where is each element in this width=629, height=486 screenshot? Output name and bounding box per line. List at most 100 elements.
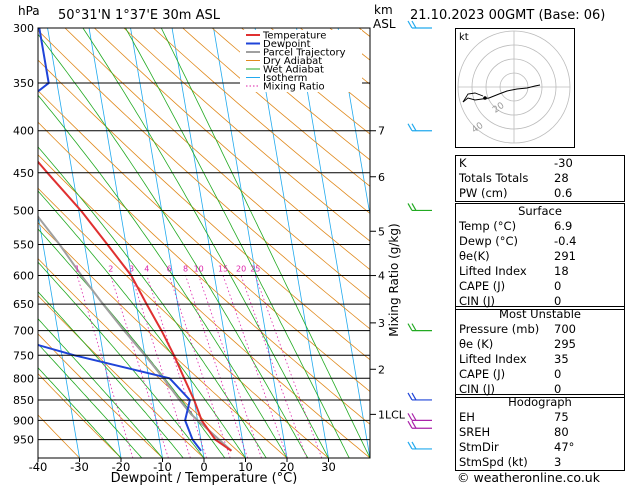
hodo-label: EH — [459, 410, 475, 424]
mixing-ratio-label: 8 — [183, 265, 188, 274]
surface-table: Surface Temp (°C) 6.9 Dewp (°C) -0.4 θe(K)… — [455, 203, 625, 310]
hodo-value: 75 — [554, 410, 569, 424]
hodo-label: StmDir — [459, 440, 499, 454]
mixing-ratio-line — [185, 275, 248, 458]
mu-label: Pressure (mb) — [459, 322, 540, 336]
mixing-ratio-line — [146, 275, 207, 458]
pressure-tick-label: 950 — [13, 434, 34, 447]
x-tick-label: -20 — [112, 460, 131, 474]
km-label: km — [374, 3, 393, 17]
wind-barb-flag — [411, 20, 417, 29]
hodograph: kt 20 40 — [455, 28, 575, 148]
pressure-tick-label: 300 — [13, 22, 34, 35]
dry-adiabat-line — [38, 187, 329, 458]
wet-adiabat-line — [38, 33, 309, 458]
x-tick-label: 10 — [238, 460, 253, 474]
wet-adiabat-line — [38, 343, 143, 458]
hodo-label: StmSpd (kt) — [459, 455, 528, 469]
most-unstable-title: Most Unstable — [499, 307, 581, 321]
surface-label: CIN (J) — [459, 294, 496, 308]
km-tick-label: 5 — [378, 225, 385, 238]
mixing-ratio-label: 10 — [194, 265, 204, 274]
hodograph-storm-marker — [483, 96, 487, 100]
dry-adiabat-line — [64, 28, 370, 300]
indices-table: K -30 Totals Totals 28 PW (cm) 0.6 — [455, 155, 625, 202]
surface-value: 0 — [554, 279, 562, 293]
mixing-ratio-label: 4 — [144, 265, 149, 274]
hodograph-kt-label: kt — [459, 32, 469, 43]
index-label: Totals Totals — [459, 171, 529, 185]
dry-adiabat-line — [38, 90, 370, 393]
pressure-tick-label: 800 — [13, 372, 34, 385]
asl-label: ASL — [373, 17, 396, 31]
isotherm-line — [296, 28, 370, 458]
mu-value: 0 — [554, 367, 562, 381]
legend-item-label: Dewpoint — [263, 39, 311, 50]
x-tick-label: 20 — [280, 460, 295, 474]
y-axis-label-right: Mixing Ratio (g/kg) — [387, 223, 401, 336]
mixing-ratio-line — [254, 275, 323, 458]
isotherm-line — [38, 212, 80, 458]
pressure-tick-label: 900 — [13, 414, 34, 427]
km-tick-label: 7 — [378, 125, 385, 138]
surface-label: CAPE (J) — [459, 279, 506, 293]
wind-barb-flag — [411, 203, 417, 211]
mu-value: 295 — [554, 337, 576, 351]
mixing-ratio-label: 2 — [108, 265, 113, 274]
x-tick-label: -30 — [70, 460, 89, 474]
legend-item-label: Isotherm — [263, 73, 307, 84]
mu-value: 35 — [554, 352, 569, 366]
wind-barb-flag — [407, 20, 413, 29]
legend-item-label: Parcel Trajectory — [263, 48, 346, 59]
hodo-value: 47° — [554, 440, 575, 454]
isotherm-line — [171, 28, 246, 458]
hodo-value: 3 — [554, 455, 562, 469]
most-unstable-table: Most Unstable Pressure (mb) 700 θe (K) 295… — [455, 306, 625, 398]
surface-title: Surface — [518, 204, 562, 218]
mu-label: Lifted Index — [459, 352, 527, 366]
surface-value: 6.9 — [554, 219, 573, 233]
index-value: 0.6 — [554, 186, 573, 200]
wet-adiabat-line — [125, 28, 350, 458]
hodo-value: 80 — [554, 425, 569, 439]
km-tick-label: 6 — [378, 171, 385, 184]
mixing-ratio-label: 3 — [129, 265, 134, 274]
dewpoint-profile — [38, 28, 202, 452]
pressure-tick-label: 350 — [13, 77, 34, 90]
x-tick-label: -40 — [29, 460, 48, 474]
wind-barb-flag — [411, 123, 417, 132]
isotherm-line — [337, 28, 370, 218]
wind-barb-flag — [407, 203, 413, 211]
pressure-tick-label: 600 — [13, 270, 34, 283]
wind-barb-flag — [411, 323, 417, 331]
legend-item-label: Wet Adiabat — [263, 65, 324, 76]
hodograph-table-title: Hodograph — [508, 395, 572, 409]
surface-value: 18 — [554, 264, 569, 278]
surface-value: 291 — [554, 249, 576, 263]
legend-box — [240, 30, 362, 92]
hodograph-trace-secondary — [462, 92, 484, 103]
dry-adiabat-line — [94, 28, 370, 271]
wind-barb-flag — [407, 413, 413, 421]
plot-frame — [37, 27, 371, 459]
dry-adiabat-line — [211, 28, 370, 161]
surface-label: Temp (°C) — [459, 219, 517, 233]
surface-label: Dewp (°C) — [459, 234, 519, 248]
mixing-ratio-label: 6 — [167, 265, 172, 274]
x-axis-label: Dewpoint / Temperature (°C) — [111, 471, 298, 486]
mixing-ratio-line — [131, 275, 191, 458]
pressure-tick-label: 750 — [13, 349, 34, 362]
dry-adiabat-line — [38, 373, 122, 458]
wind-barb-flag — [411, 392, 417, 401]
dry-adiabat-line — [38, 333, 163, 458]
hodo-label: SREH — [459, 425, 491, 439]
x-tick-label: 0 — [200, 460, 207, 474]
surface-label: Lifted Index — [459, 264, 527, 278]
wind-barb-flag — [407, 441, 413, 450]
pressure-tick-label: 450 — [13, 167, 34, 180]
hodograph-table: Hodograph EH 75 SREH 80 StmDir 47° StmSpd (… — [455, 394, 625, 471]
km-tick-label: 3 — [378, 317, 385, 330]
km-tick-label: 4 — [378, 270, 385, 283]
surface-value: 0 — [554, 294, 562, 308]
